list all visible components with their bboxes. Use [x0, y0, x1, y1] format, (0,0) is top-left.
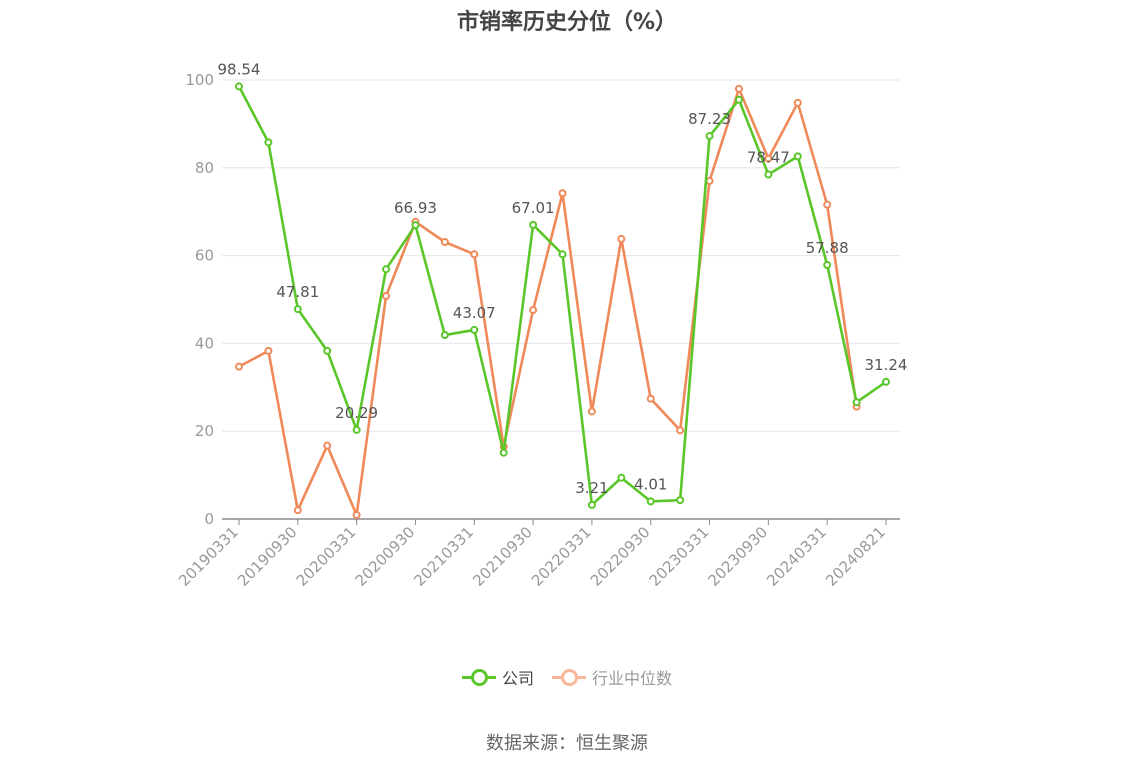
y-tick-label: 20 [195, 422, 214, 440]
company-point [823, 260, 832, 269]
company-point [235, 82, 243, 91]
x-tick-label: 20200331 [293, 523, 360, 590]
chart-title: 市销率历史分位（%） [456, 10, 678, 35]
data-label: 87.23 [688, 110, 731, 128]
industry-median-point [676, 426, 685, 435]
industry-median-point [764, 154, 773, 163]
company-point [440, 331, 449, 340]
x-tick-label: 20210331 [410, 523, 477, 590]
company-point [411, 221, 420, 230]
industry-median-point [352, 511, 361, 520]
legend-item-industry-median[interactable]: 行业中位数 [552, 665, 672, 689]
data-label: 66.93 [394, 199, 437, 217]
y-tick-label: 60 [195, 247, 214, 265]
industry-median-point [470, 250, 479, 259]
company-point [646, 497, 655, 506]
x-tick-label: 20210930 [469, 523, 536, 590]
industry-median-point [734, 84, 743, 93]
industry-median-point [646, 394, 655, 403]
data-label-layer: 98.54 47.81 20.29 66.93 43.07 67.01 3.21 4.01 87… [218, 60, 908, 496]
company-point [676, 496, 685, 505]
legend-item-company[interactable]: 公司 [461, 665, 534, 689]
x-tick-label: 20190930 [234, 523, 301, 590]
company-point [852, 398, 861, 407]
x-tick-label: 20220331 [528, 523, 595, 590]
y-tick-label: 80 [195, 159, 214, 177]
data-label: 31.24 [865, 356, 908, 374]
x-tick-label: 20240821 [822, 523, 889, 590]
data-label: 67.01 [512, 199, 555, 217]
data-label: 98.54 [218, 60, 261, 78]
company-point [499, 448, 508, 457]
data-label: 78.47 [747, 149, 790, 167]
industry-median-point [617, 234, 626, 243]
legend-company-swatch-icon [461, 667, 496, 687]
industry-median-point [793, 98, 802, 107]
legend: 公司 行业中位数 [0, 665, 1134, 689]
legend-industry-median-label: 行业中位数 [592, 669, 673, 688]
industry-median-point [440, 237, 449, 246]
x-tick-label: 20230331 [646, 523, 713, 590]
x-tick-label: 20230930 [704, 523, 771, 590]
industry-median-point [705, 176, 714, 185]
series-line-industry-median [238, 87, 858, 517]
x-tick-label: 20220930 [587, 523, 654, 590]
company-point [323, 346, 332, 355]
company-point [705, 132, 714, 141]
y-tick-label: 0 [204, 510, 214, 528]
x-tick-label: 20200930 [352, 523, 419, 590]
industry-median-point [587, 407, 596, 416]
x-tick-label: 20240331 [763, 523, 830, 590]
company-point [264, 138, 273, 147]
legend-industry-swatch-icon [552, 667, 586, 687]
data-label: 43.07 [453, 304, 496, 322]
company-point [587, 500, 596, 509]
data-label: 4.01 [634, 475, 667, 493]
y-tick-label: 100 [185, 71, 214, 89]
company-point [382, 265, 391, 274]
industry-median-point [529, 306, 538, 315]
industry-median-point [323, 441, 332, 450]
industry-median-point [558, 189, 567, 198]
legend-company-label: 公司 [501, 669, 534, 688]
series-layer [235, 82, 890, 520]
data-label: 20.29 [335, 404, 378, 422]
company-point [882, 377, 890, 386]
data-label: 57.88 [806, 239, 849, 257]
company-point [470, 325, 479, 334]
industry-median-point [382, 291, 391, 300]
data-label: 3.21 [575, 479, 608, 497]
data-source-note: 数据来源：恒生聚源 [486, 733, 648, 754]
y-tick-label: 40 [195, 334, 214, 352]
industry-median-point [235, 362, 243, 371]
industry-median-point [264, 346, 273, 355]
data-label: 47.81 [276, 283, 319, 301]
industry-median-point [293, 506, 302, 515]
x-tick-label: 20190331 [175, 523, 242, 590]
company-point [558, 250, 567, 259]
company-point [352, 425, 361, 434]
company-point [293, 305, 302, 314]
company-point [793, 152, 802, 161]
company-point [734, 95, 743, 104]
axis-layer: 0 20 40 60 80 100 2019033120190930202003312020… [175, 71, 900, 590]
company-point [764, 170, 773, 179]
company-point [617, 473, 626, 482]
industry-median-point [823, 200, 832, 209]
company-point [529, 220, 538, 229]
